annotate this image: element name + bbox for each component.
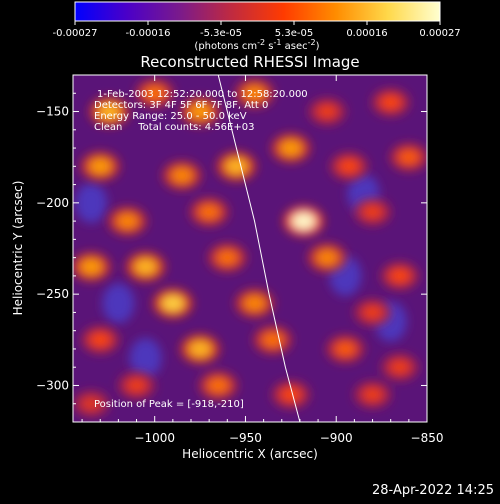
colorbar-tick-label: 5.3e-05 <box>275 28 313 39</box>
heatmap-blob <box>381 354 418 381</box>
heatmap-blob <box>354 381 391 408</box>
heatmap-blob <box>330 152 368 180</box>
heatmap-blob <box>283 206 324 237</box>
heatmap-blob <box>372 88 410 116</box>
colorbar-tick-label: -0.00016 <box>126 28 171 39</box>
heatmap-blob <box>135 79 174 108</box>
plot-area <box>73 75 427 422</box>
annotation-detectors: Detectors: 3F 4F 5F 6F 7F 8F, Att 0 <box>94 100 268 111</box>
solar-limb-line <box>217 75 301 422</box>
heatmap-blob <box>199 371 238 400</box>
colorbar: -0.00027 -0.00016 -5.3e-05 5.3e-05 0.00016 0.… <box>53 1 461 52</box>
y-axis-label: Heliocentric Y (arcsec) <box>11 181 25 316</box>
colorbar-unit: (photons cm-2 s-1 asec-2) <box>194 38 319 52</box>
heatmap-blob <box>118 372 155 399</box>
annotation-block: 1-Feb-2003 12:52:20.000 to 12:58:20.000 … <box>94 89 308 410</box>
heatmap-blob <box>216 151 256 181</box>
heatmap-blob <box>81 326 119 354</box>
annotation-clean: Clean Total counts: 4.56E+03 <box>94 122 254 133</box>
heatmap-cold-regions <box>75 173 407 379</box>
heatmap-blob <box>271 133 311 163</box>
heatmap-blob <box>390 143 427 171</box>
heatmap-blob <box>308 243 347 272</box>
heatmap-blob <box>326 335 364 363</box>
colorbar-tick-label: 0.00016 <box>346 28 387 39</box>
annotation-time: 1-Feb-2003 12:52:20.000 to 12:58:20.000 <box>97 89 308 100</box>
plot-frame <box>72 74 428 423</box>
heatmap-blob <box>126 252 166 282</box>
footer-timestamp: 28-Apr-2022 14:25 <box>372 483 494 498</box>
colorbar-tick-label: 0.00027 <box>419 28 460 39</box>
heatmap-blob <box>208 243 247 272</box>
colorbar-bar <box>74 1 441 22</box>
x-tick-label: −1000 <box>134 431 175 445</box>
colorbar-tick-label: -5.3e-05 <box>200 28 242 39</box>
heatmap-blob <box>354 299 391 326</box>
x-tick-label: −900 <box>320 431 353 445</box>
heatmap-blob <box>381 262 419 290</box>
heatmap-blob <box>81 152 120 181</box>
heatmap-blob <box>153 288 193 318</box>
y-tick-label: −300 <box>36 378 69 392</box>
chart-title: Reconstructed RHESSI Image <box>140 53 359 71</box>
heatmap-cold-spot <box>75 182 108 223</box>
heatmap-blob <box>354 198 391 226</box>
heatmap-emission <box>73 79 427 417</box>
heatmap-blob <box>272 381 310 409</box>
heatmap-blob <box>162 161 201 190</box>
heatmap-blob <box>73 252 111 281</box>
x-axis-ticks: −1000 −950 −900 −850 <box>81 75 444 445</box>
heatmap-blob <box>190 198 228 226</box>
heatmap-blob <box>89 97 129 126</box>
heatmap-cold-spot <box>102 283 135 324</box>
heatmap-blob <box>73 390 110 417</box>
heatmap-blob <box>180 97 220 126</box>
heatmap-cold-spot <box>129 338 162 379</box>
heatmap-blob <box>235 289 274 318</box>
y-tick-label: −250 <box>36 287 69 301</box>
annotation-energy: Energy Range: 25.0 - 50.0 keV <box>94 111 247 122</box>
colorbar-ticks: -0.00027 -0.00016 -5.3e-05 5.3e-05 0.00016 0.… <box>53 21 461 39</box>
x-tick-label: −850 <box>411 431 444 445</box>
heatmap-blob <box>308 98 346 125</box>
annotation-peak: Position of Peak = [-918,-210] <box>94 399 244 410</box>
heatmap-blob <box>108 207 147 236</box>
x-axis-label: Heliocentric X (arcsec) <box>182 447 318 461</box>
heatmap-blob <box>180 334 220 364</box>
x-tick-label: −950 <box>229 431 262 445</box>
y-axis-ticks: −150 −200 −250 −300 <box>36 74 427 423</box>
colorbar-tick-label: -0.00027 <box>53 28 98 39</box>
heatmap-blob <box>253 326 292 354</box>
y-tick-label: −150 <box>36 105 69 119</box>
y-tick-label: −200 <box>36 196 69 210</box>
heatmap-blob <box>235 79 274 108</box>
